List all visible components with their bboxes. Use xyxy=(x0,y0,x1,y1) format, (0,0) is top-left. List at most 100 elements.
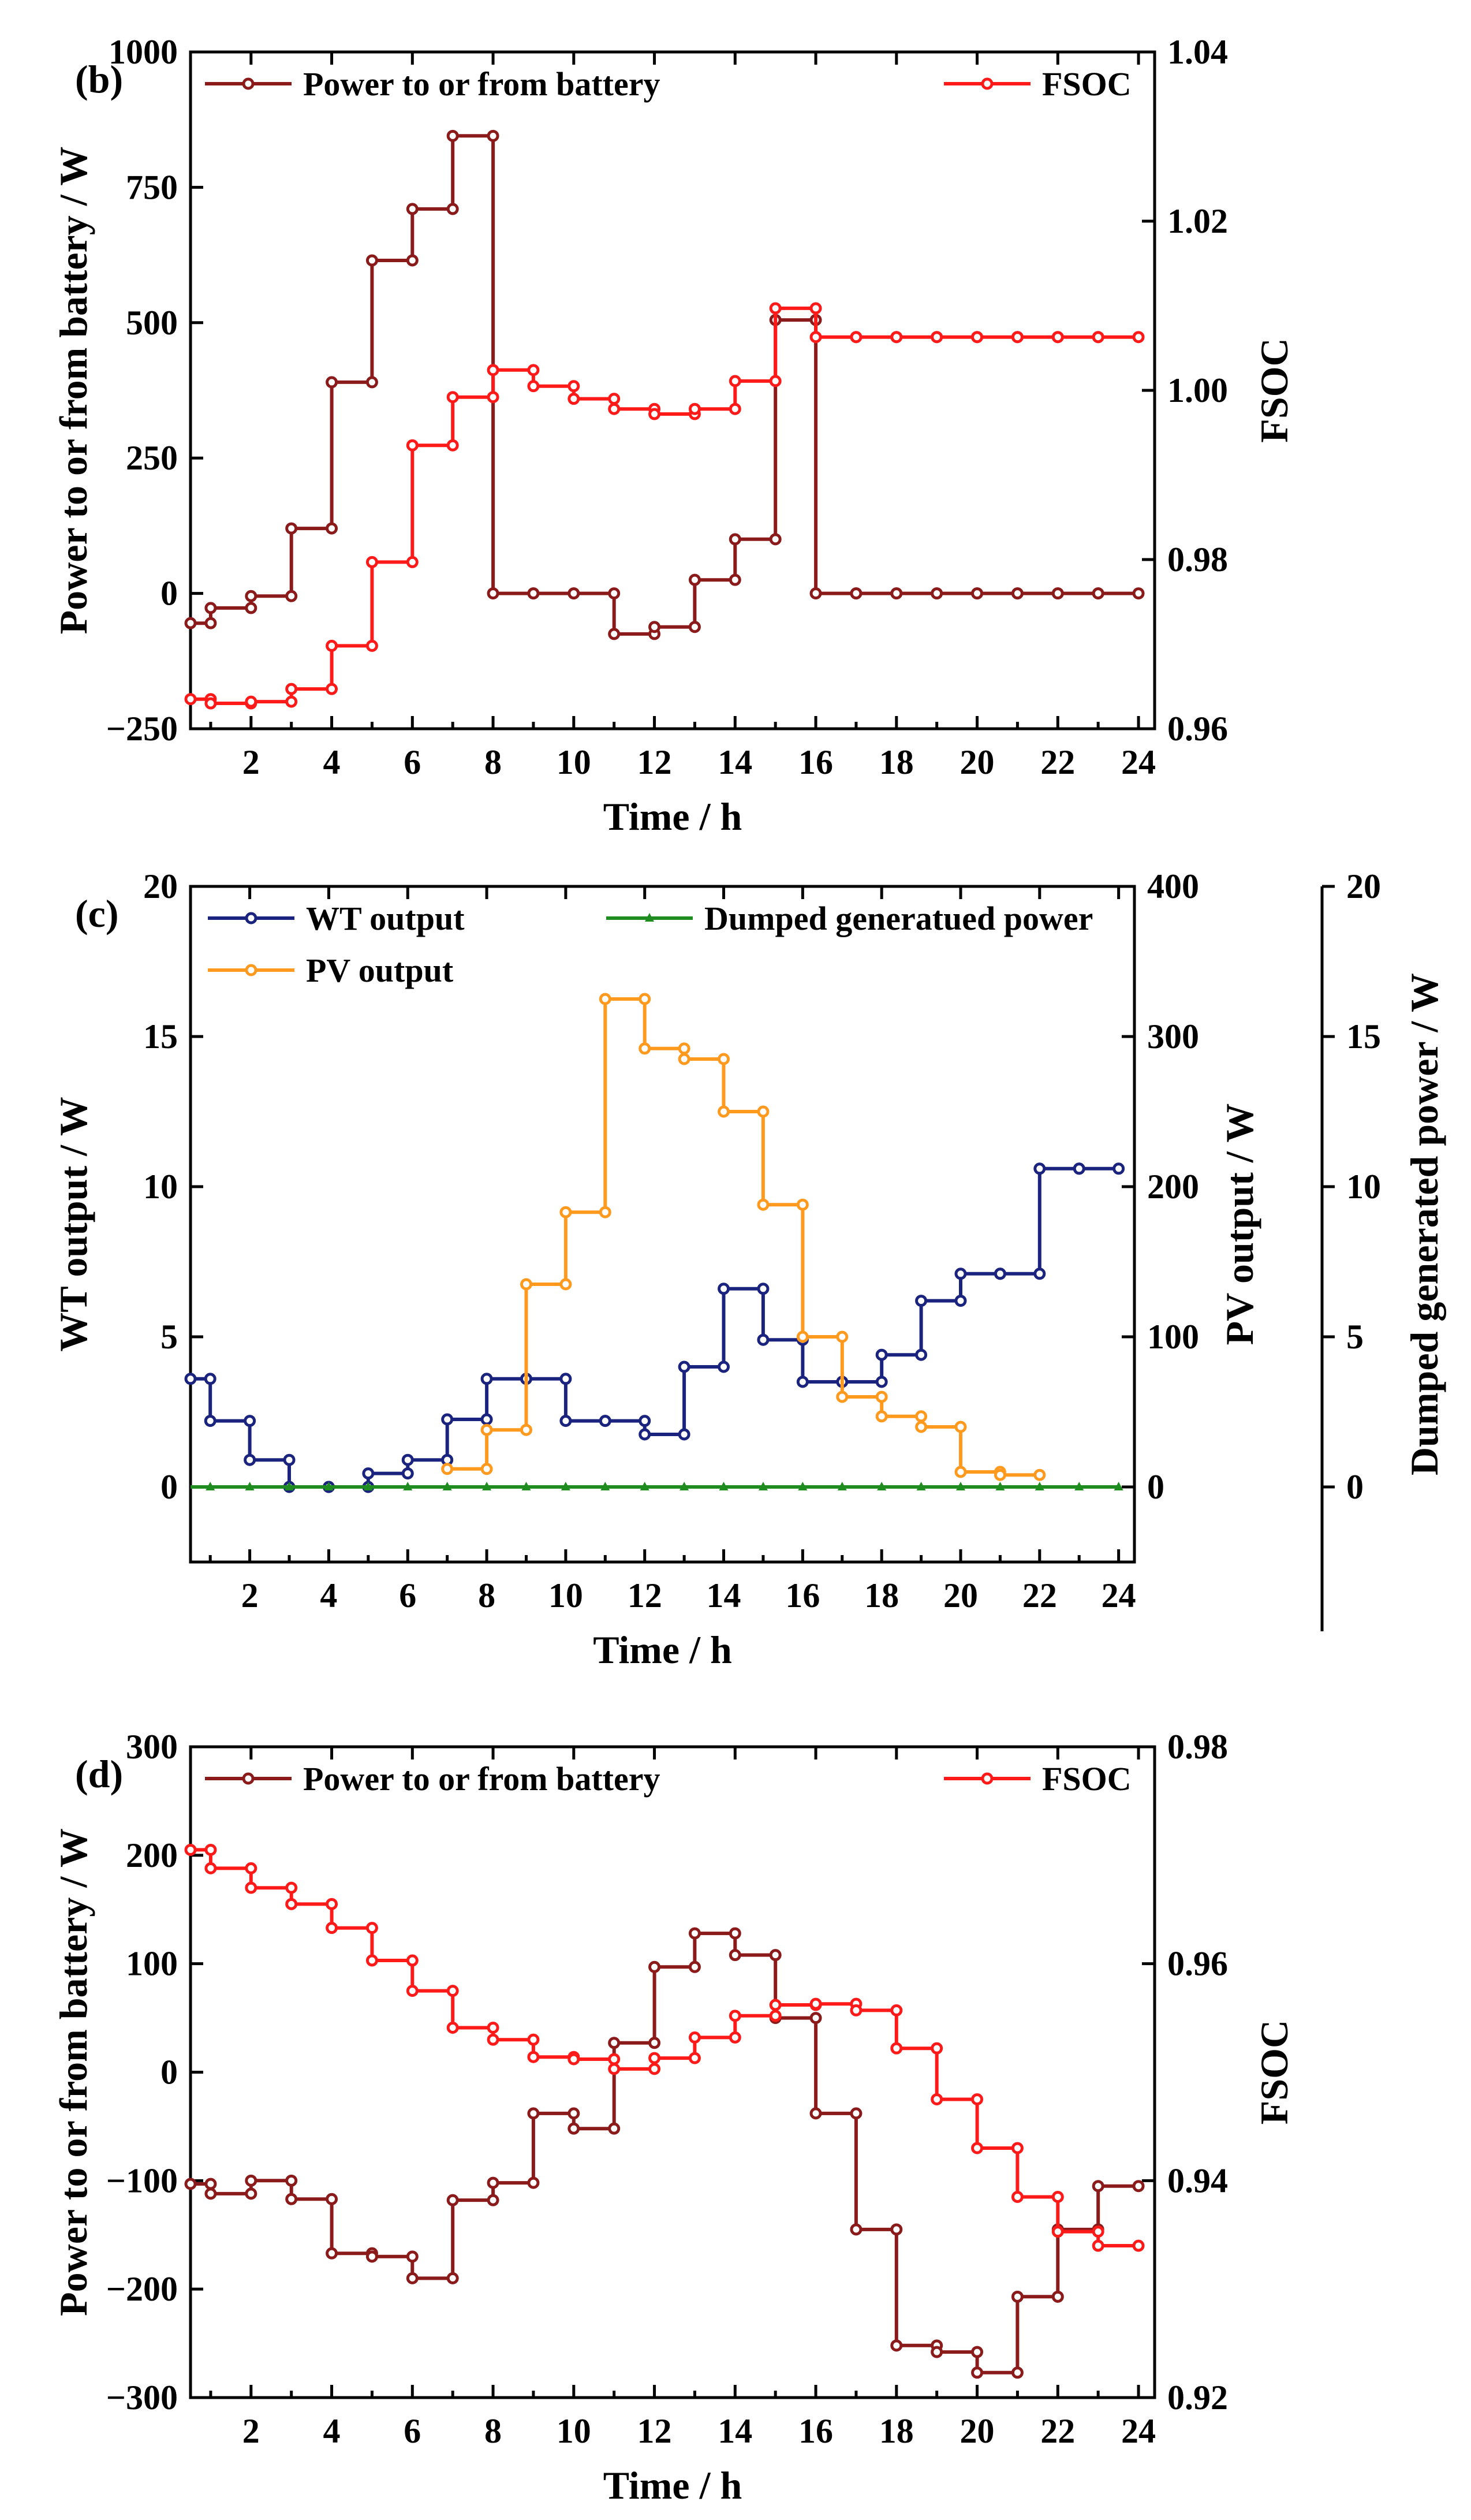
y2-tick-label: 0.96 xyxy=(1167,710,1228,748)
series-marker-0 xyxy=(1132,587,1145,600)
series-marker-0 xyxy=(245,590,257,602)
series-marker-1 xyxy=(915,1421,928,1433)
series-marker-0 xyxy=(809,2012,822,2025)
series-marker-1 xyxy=(915,1410,928,1423)
series-marker-1 xyxy=(1011,331,1024,344)
series-marker-0 xyxy=(890,587,903,600)
x-tick-label: 12 xyxy=(628,1576,662,1615)
series-marker-0 xyxy=(678,1428,690,1441)
legend-marker xyxy=(245,912,257,925)
series-marker-0 xyxy=(809,587,822,600)
series-marker-1 xyxy=(850,2004,863,2016)
series-marker-1 xyxy=(446,2021,459,2034)
series-marker-1 xyxy=(527,380,540,393)
legend-marker xyxy=(981,77,994,90)
series-marker-2 xyxy=(1035,1482,1044,1490)
series-marker-1 xyxy=(639,993,651,1005)
series-marker-0 xyxy=(890,2339,903,2352)
series-marker-1 xyxy=(245,1881,257,1894)
x-tick-label: 22 xyxy=(1040,743,1075,781)
series-marker-0 xyxy=(446,2272,459,2284)
series-marker-0 xyxy=(204,2187,217,2200)
x-tick-label: 10 xyxy=(557,743,591,781)
series-marker-1 xyxy=(1011,2142,1024,2154)
series-marker-0 xyxy=(568,2122,580,2135)
series-marker-1 xyxy=(365,1954,378,1967)
series-marker-1 xyxy=(568,380,580,393)
y-tick-label: 5 xyxy=(160,1318,178,1356)
series-marker-2 xyxy=(1074,1482,1084,1490)
series-marker-0 xyxy=(406,2272,419,2284)
series-marker-0 xyxy=(527,2107,540,2120)
plot-frame xyxy=(189,885,1136,1564)
y2-tick-label: 0.92 xyxy=(1167,2379,1228,2417)
series-marker-1 xyxy=(729,2031,741,2044)
series-marker-0 xyxy=(1051,2290,1064,2303)
y-tick-label: 100 xyxy=(126,1945,178,1983)
x-axis-title: Time / h xyxy=(603,2463,742,2507)
series-marker-1 xyxy=(971,2142,984,2154)
series-marker-0 xyxy=(688,1927,701,1940)
y2-tick-label: 400 xyxy=(1147,867,1199,905)
series-marker-0 xyxy=(796,1375,809,1388)
series-marker-0 xyxy=(365,2250,378,2263)
chart-panel-d: 2 4 6 8 10 12 14 16 18 20 22 24−300−200−10001002003… xyxy=(51,1728,1296,2507)
series-marker-2 xyxy=(719,1482,729,1490)
y2-axis-title: FSOC xyxy=(1252,338,1296,442)
series-marker-1 xyxy=(1033,1468,1046,1481)
series-marker-2 xyxy=(403,1482,413,1490)
series-marker-2 xyxy=(245,1482,255,1490)
y-tick-label: 300 xyxy=(126,1728,178,1766)
series-marker-1 xyxy=(1132,2239,1145,2252)
x-tick-label: 12 xyxy=(637,2412,672,2450)
series-marker-0 xyxy=(245,2187,257,2200)
series-marker-1 xyxy=(608,2063,621,2075)
y-tick-label: 10 xyxy=(143,1168,178,1206)
series-marker-1 xyxy=(729,375,741,387)
series-marker-1 xyxy=(487,2033,499,2046)
x-tick-label: 16 xyxy=(798,743,833,781)
x-tick-label: 8 xyxy=(484,743,502,781)
series-marker-1 xyxy=(796,1330,809,1343)
series-marker-0 xyxy=(559,1415,572,1427)
series-marker-1 xyxy=(446,1985,459,1997)
series-marker-1 xyxy=(971,331,984,344)
series-marker-0 xyxy=(487,2176,499,2189)
series-marker-0 xyxy=(365,254,378,267)
series-marker-1 xyxy=(204,697,217,710)
y2-tick-label: 0.98 xyxy=(1167,540,1228,579)
series-marker-1 xyxy=(954,1466,967,1478)
series-marker-0 xyxy=(204,1373,216,1385)
series-marker-1 xyxy=(480,1463,493,1475)
series-marker-2 xyxy=(995,1482,1005,1490)
series-marker-0 xyxy=(446,2194,459,2206)
y3-tick-label: 0 xyxy=(1346,1468,1364,1506)
series-marker-1 xyxy=(520,1423,532,1436)
series-line-0 xyxy=(191,1932,1139,2374)
series-marker-0 xyxy=(406,2250,419,2263)
series-marker-0 xyxy=(1092,2180,1104,2193)
x-tick-label: 8 xyxy=(484,2412,502,2450)
series-marker-1 xyxy=(994,1468,1006,1481)
series-marker-0 xyxy=(283,1453,296,1466)
y-tick-label: 1000 xyxy=(109,33,178,71)
series-marker-1 xyxy=(520,1278,532,1291)
series-marker-0 xyxy=(757,1283,770,1295)
legend-marker xyxy=(245,964,257,976)
series-marker-0 xyxy=(204,602,217,614)
series-marker-0 xyxy=(994,1268,1006,1280)
series-marker-2 xyxy=(521,1482,531,1490)
y2-tick-label: 1.02 xyxy=(1167,202,1228,240)
series-marker-1 xyxy=(875,1391,888,1403)
series-marker-1 xyxy=(480,1423,493,1436)
series-marker-1 xyxy=(568,393,580,405)
series-marker-1 xyxy=(527,2051,540,2063)
x-tick-label: 4 xyxy=(323,743,341,781)
series-marker-1 xyxy=(1092,2239,1104,2252)
series-marker-0 xyxy=(971,2346,984,2358)
series-marker-0 xyxy=(406,254,419,267)
series-marker-1 xyxy=(809,331,822,344)
series-marker-0 xyxy=(204,1415,216,1427)
chart-panel-b: 2 4 6 8 10 12 14 16 18 20 22 24−250025050075010000.… xyxy=(51,33,1296,838)
x-tick-label: 8 xyxy=(478,1576,495,1615)
